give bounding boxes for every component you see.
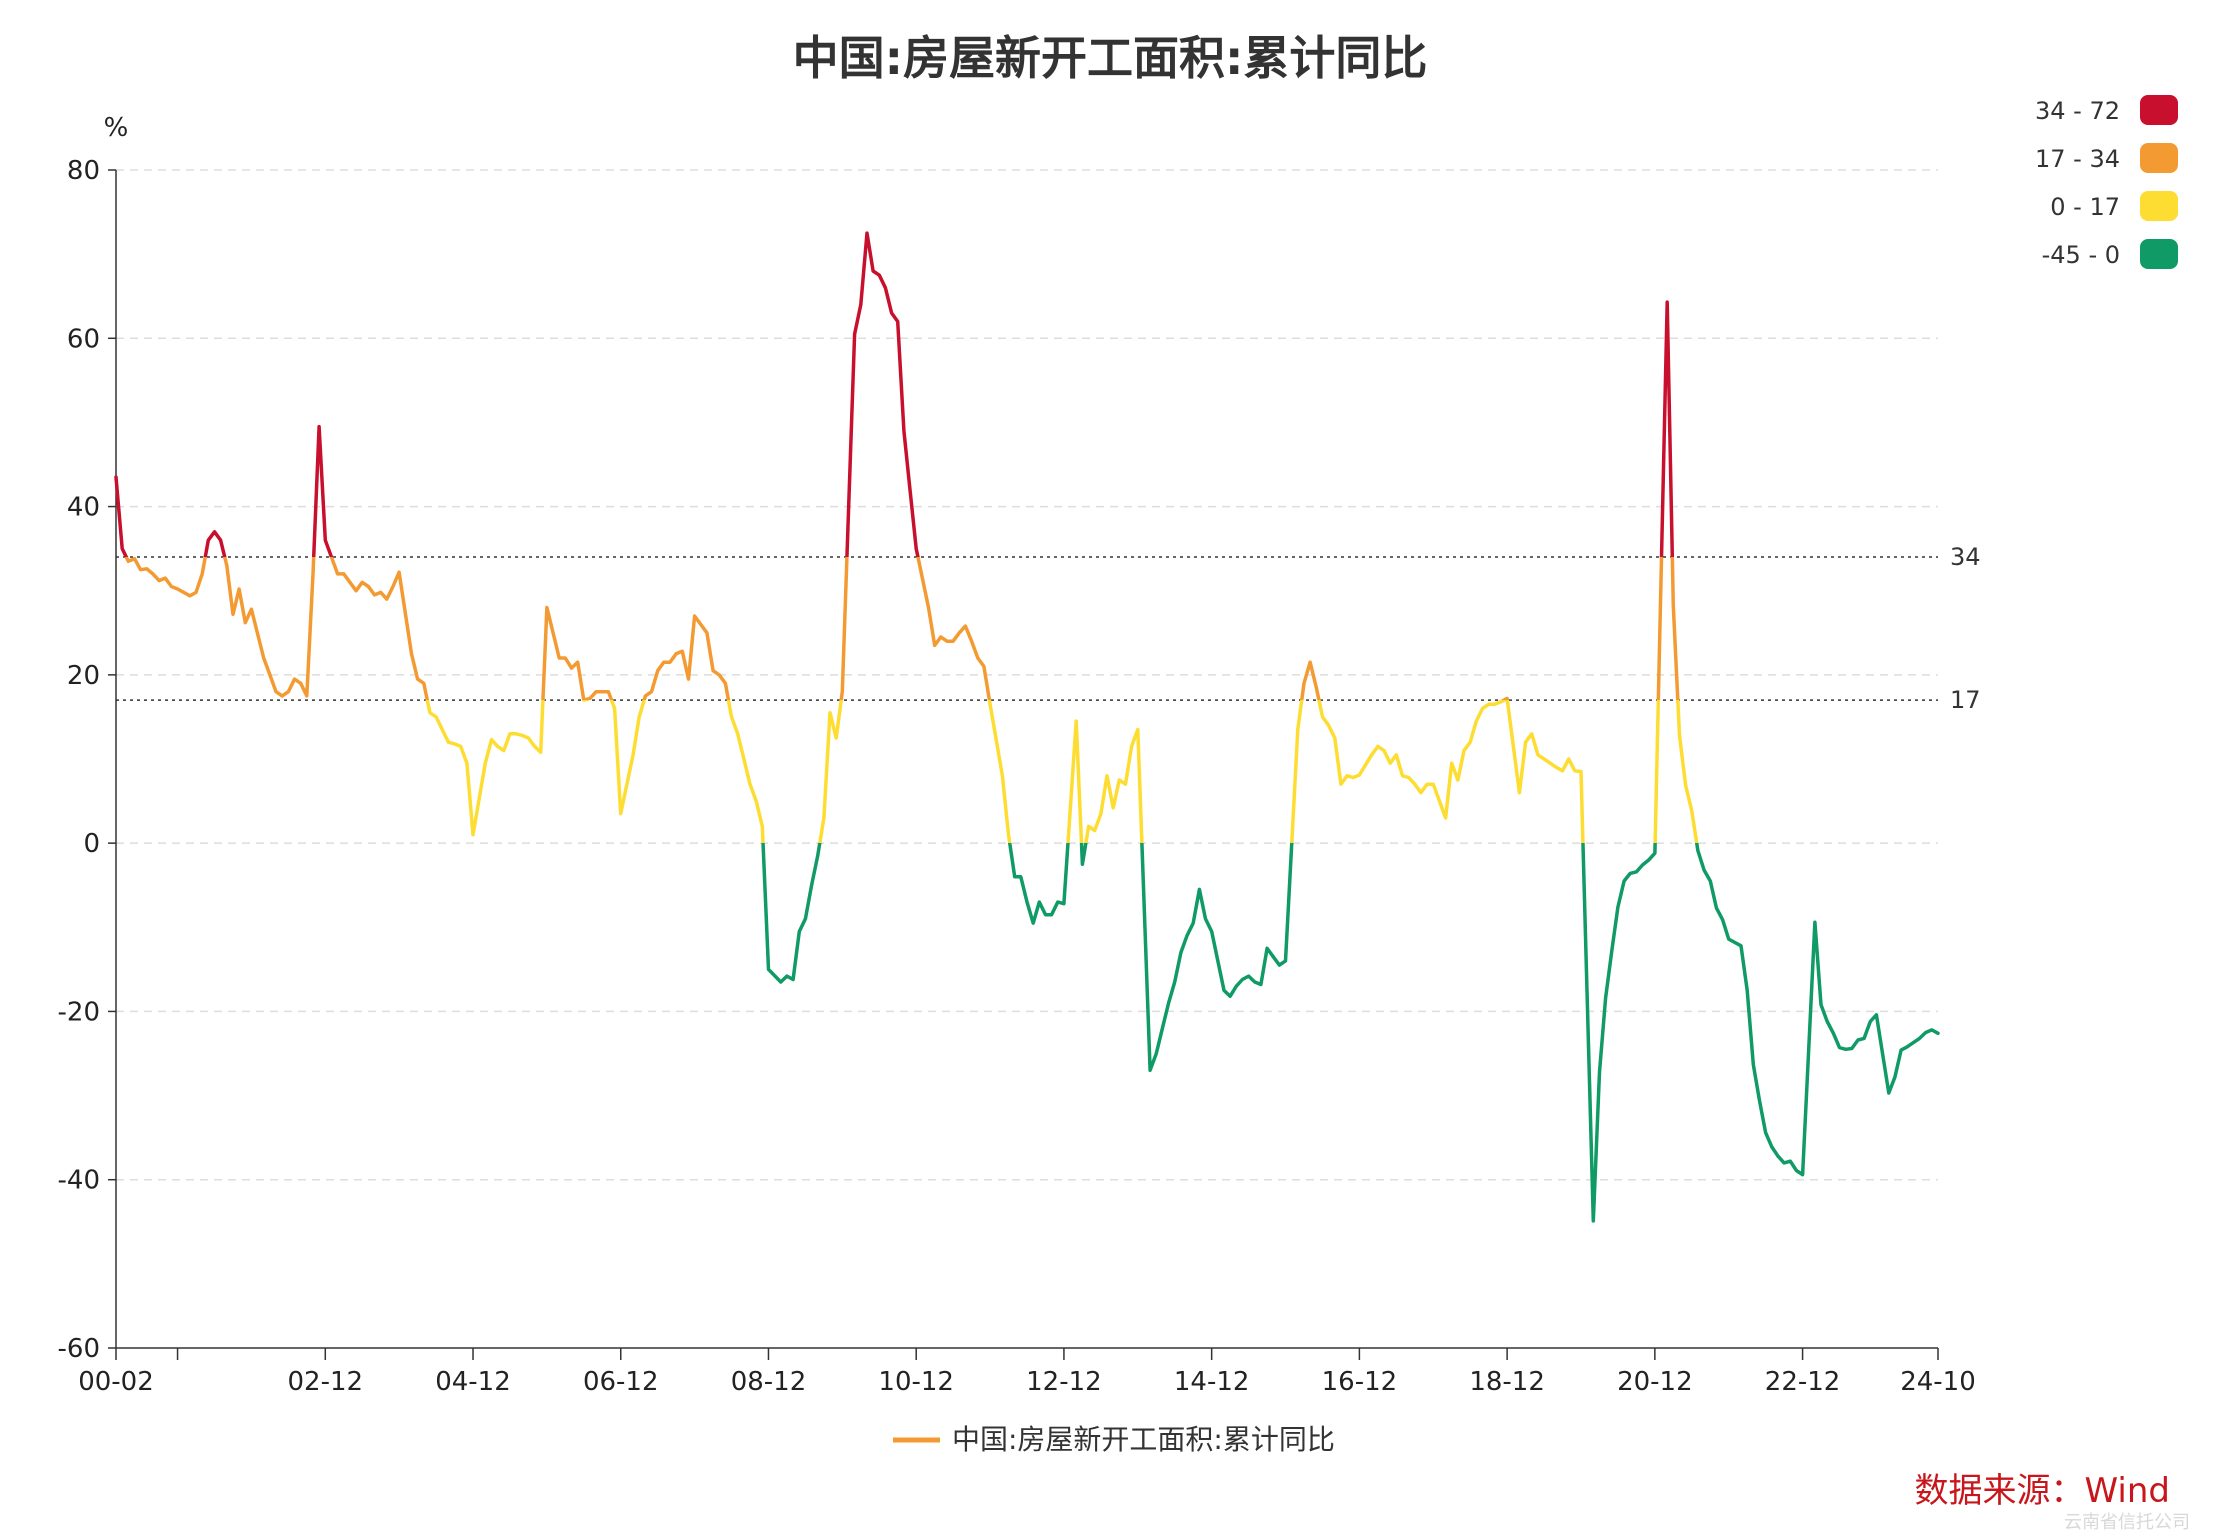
mark-line-label: 34 bbox=[1950, 543, 1981, 571]
visual-map-swatch bbox=[2140, 191, 2178, 221]
visual-map-swatch bbox=[2140, 95, 2178, 125]
y-tick-label: 0 bbox=[83, 829, 100, 859]
series-legend[interactable]: 中国:房屋新开工面积:累计同比 bbox=[893, 1423, 1335, 1456]
legend-label: 中国:房屋新开工面积:累计同比 bbox=[952, 1423, 1335, 1456]
x-tick-label: 24-10 bbox=[1900, 1367, 1976, 1397]
y-tick-label: -20 bbox=[58, 997, 100, 1027]
x-tick-label: 16-12 bbox=[1322, 1367, 1398, 1397]
y-tick-label: 20 bbox=[67, 661, 100, 691]
series-line bbox=[114, 231, 1940, 1223]
visual-map-label: 0 - 17 bbox=[2050, 193, 2120, 221]
y-axis-unit: % bbox=[104, 113, 129, 143]
grid-lines bbox=[116, 169, 1938, 1181]
visual-map-label: 17 - 34 bbox=[2035, 145, 2120, 173]
x-tick-label: 00-02 bbox=[78, 1367, 154, 1397]
series-path bbox=[114, 231, 1940, 1223]
x-tick-label: 18-12 bbox=[1469, 1367, 1545, 1397]
y-tick-label: 80 bbox=[67, 156, 100, 186]
x-tick-label: 08-12 bbox=[731, 1367, 807, 1397]
visual-map-swatch bbox=[2140, 143, 2178, 173]
y-tick-label: -40 bbox=[58, 1166, 100, 1196]
axes: -60 -40 -20 0 20 40 60 80 00-02 02-12 04-12 06-12 08… bbox=[58, 156, 1976, 1397]
x-tick-label: 04-12 bbox=[435, 1367, 511, 1397]
data-source: 数据来源：Wind bbox=[1915, 1471, 2170, 1511]
y-tick-label: 40 bbox=[67, 493, 100, 523]
mark-lines: 34 17 bbox=[116, 543, 1981, 714]
y-tick-label: 60 bbox=[67, 324, 100, 354]
x-tick-label: 10-12 bbox=[878, 1367, 954, 1397]
visual-map-label: 34 - 72 bbox=[2035, 97, 2120, 125]
x-tick-label: 20-12 bbox=[1617, 1367, 1693, 1397]
visual-map-swatch bbox=[2140, 239, 2178, 269]
x-tick-label: 22-12 bbox=[1765, 1367, 1841, 1397]
visual-map-label: -45 - 0 bbox=[2042, 241, 2120, 269]
watermark: 云南省信托公司 bbox=[2064, 1512, 2190, 1530]
visual-map-legend[interactable]: 34 - 72 17 - 34 0 - 17 -45 - 0 bbox=[2035, 95, 2178, 269]
x-tick-label: 06-12 bbox=[583, 1367, 659, 1397]
mark-line-label: 17 bbox=[1950, 686, 1981, 714]
x-tick-label: 14-12 bbox=[1174, 1367, 1250, 1397]
x-tick-label: 12-12 bbox=[1026, 1367, 1102, 1397]
y-tick-label: -60 bbox=[58, 1334, 100, 1364]
chart-title: 中国:房屋新开工面积:累计同比 bbox=[793, 31, 1428, 85]
x-tick-label: 02-12 bbox=[288, 1367, 364, 1397]
